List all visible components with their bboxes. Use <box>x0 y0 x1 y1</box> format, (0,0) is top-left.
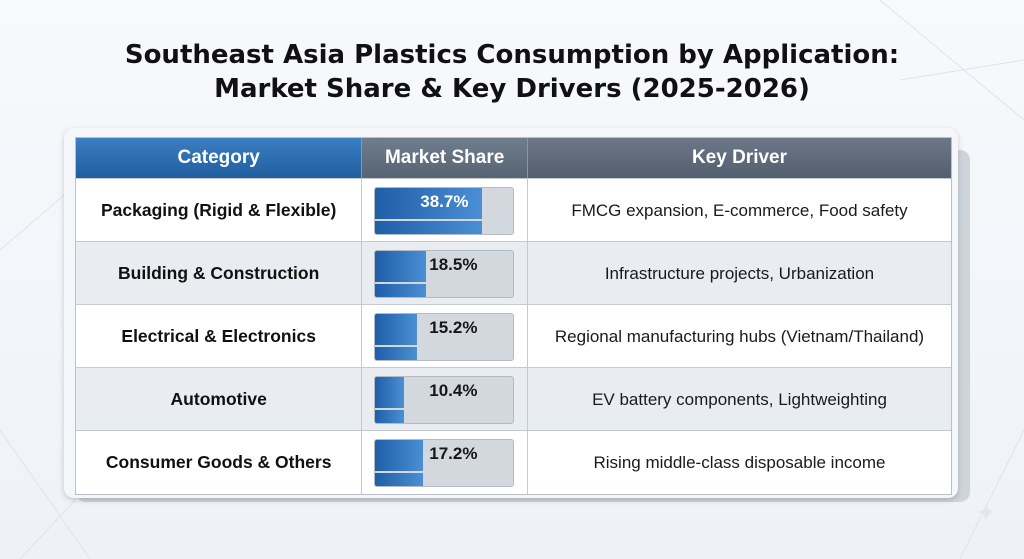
share-bar-label: 17.2% <box>429 444 478 463</box>
share-bar-fill <box>375 377 405 408</box>
share-bar-track: 18.5% <box>374 250 515 298</box>
share-bar-label: 15.2% <box>429 318 478 337</box>
table-row: Packaging (Rigid & Flexible) 38.7% FMCG … <box>76 178 951 242</box>
share-bar-underline <box>375 347 418 360</box>
key-driver-cell: FMCG expansion, E-commerce, Food safety <box>526 179 951 242</box>
category-cell: Automotive <box>170 389 267 409</box>
share-bar-fill <box>375 188 483 219</box>
market-share-cell: 38.7% <box>361 179 527 242</box>
key-driver-cell: Rising middle-class disposable income <box>526 431 951 494</box>
table-header-row: Category Market Share Key Driver <box>76 138 951 178</box>
category-cell: Consumer Goods & Others <box>105 452 332 472</box>
sparkle-icon <box>976 502 996 522</box>
share-bar-underline <box>375 410 405 423</box>
share-bar-fill <box>375 251 427 282</box>
share-bar-track: 38.7% <box>374 187 515 235</box>
share-bar-track: 10.4% <box>374 376 515 424</box>
category-cell: Packaging (Rigid & Flexible) <box>101 200 337 220</box>
market-share-cell: 18.5% <box>361 242 527 305</box>
market-share-cell: 15.2% <box>361 305 527 368</box>
header-market-share: Market Share <box>361 138 527 178</box>
chart-title-line-2: Market Share & Key Drivers (2025-2026) <box>214 74 810 104</box>
header-key-driver: Key Driver <box>526 138 951 178</box>
share-bar-fill <box>375 440 423 471</box>
market-share-table: Category Market Share Key Driver Packagi… <box>75 137 952 495</box>
share-bar-underline <box>375 221 483 234</box>
share-bar-label: 10.4% <box>429 381 478 400</box>
chart-title-line-1: Southeast Asia Plastics Consumption by A… <box>124 40 900 70</box>
header-category: Category <box>76 138 362 178</box>
key-driver-cell: Regional manufacturing hubs (Vietnam/Tha… <box>526 305 951 368</box>
category-cell: Electrical & Electronics <box>121 326 316 346</box>
share-bar-track: 17.2% <box>374 439 515 487</box>
share-bar-track: 15.2% <box>374 313 515 361</box>
chart-title: Southeast Asia Plastics Consumption by A… <box>0 38 1024 106</box>
share-bar-label: 18.5% <box>429 255 478 274</box>
table-row: Automotive 10.4% EV battery components, … <box>76 367 951 431</box>
table-row: Electrical & Electronics 15.2% Regional … <box>76 304 951 368</box>
key-driver-cell: EV battery components, Lightweighting <box>526 368 951 431</box>
table-row: Building & Construction 18.5% Infrastruc… <box>76 241 951 305</box>
key-driver-cell: Infrastructure projects, Urbanization <box>526 242 951 305</box>
market-share-cell: 17.2% <box>361 431 527 494</box>
share-bar-label: 38.7% <box>420 192 469 211</box>
table-row: Consumer Goods & Others 17.2% Rising mid… <box>76 430 951 494</box>
category-cell: Building & Construction <box>118 263 320 283</box>
share-bar-underline <box>375 284 427 297</box>
market-share-cell: 10.4% <box>361 368 527 431</box>
share-bar-underline <box>375 473 423 486</box>
share-bar-fill <box>375 314 418 345</box>
